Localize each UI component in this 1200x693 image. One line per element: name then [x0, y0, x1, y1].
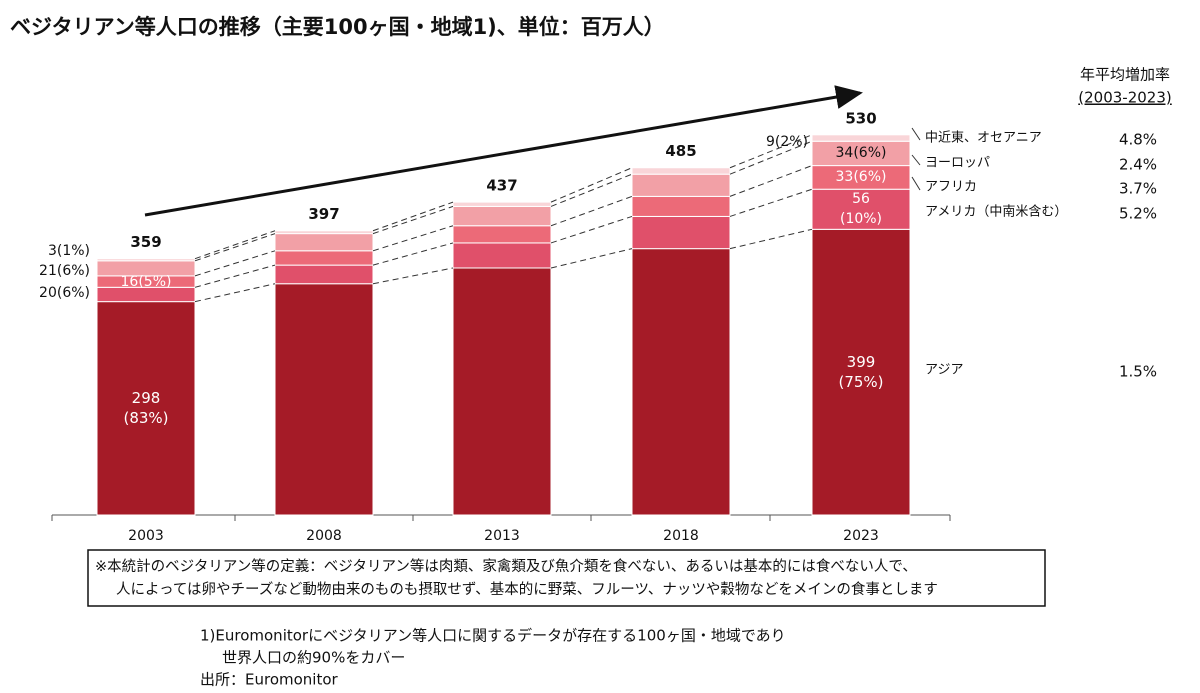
bar-segment [811, 228, 911, 516]
bar-segment [274, 233, 374, 252]
connector [372, 201, 454, 232]
connector [372, 205, 454, 235]
connector [550, 167, 633, 203]
bar-segment [452, 201, 552, 207]
x-tick-label: 2023 [843, 528, 879, 544]
bar-segment [452, 242, 552, 269]
growth-header: 年平均増加率 [1080, 66, 1170, 84]
bar-segment [811, 134, 911, 142]
bar-segment [274, 264, 374, 285]
legend-tick [911, 127, 921, 141]
bar-segment [631, 173, 731, 197]
value-label: 3(1%) [47, 243, 90, 259]
bar-segment [811, 188, 911, 230]
value-label: 33(6%) [835, 169, 887, 186]
connector [372, 267, 454, 285]
total-label: 530 [845, 109, 876, 127]
definition-box [87, 549, 1046, 607]
note: 1)Euromonitorにベジタリアン等人口に関するデータが存在する100ヶ国… [200, 627, 786, 645]
legend-label: アメリカ（中南米含む） [925, 204, 1067, 220]
value-label: 34(6%) [835, 145, 887, 162]
growth-header: (2003-2023) [1078, 89, 1171, 107]
chart-title: ベジタリアン等人口の推移（主要100ヶ国・地域1)、単位：百万人） [10, 15, 665, 39]
growth-rate: 1.5% [1119, 363, 1157, 381]
connector [729, 188, 813, 217]
legend-tick [911, 154, 921, 166]
total-label: 397 [308, 205, 339, 223]
connector [550, 248, 633, 269]
connector [550, 173, 633, 207]
x-tick-label: 2018 [663, 528, 699, 544]
legend-tick [911, 176, 921, 191]
bar-segment [96, 258, 196, 262]
value-label: 20(6%) [39, 285, 90, 301]
bar-segment [274, 250, 374, 266]
growth-rate: 3.7% [1119, 180, 1157, 198]
x-tick-label: 2008 [306, 528, 342, 544]
bar-segment [452, 225, 552, 244]
total-label: 437 [486, 177, 517, 195]
bar-segment [96, 301, 196, 516]
growth-rate: 2.4% [1119, 156, 1157, 174]
bar-segment [811, 140, 911, 167]
connector [194, 264, 276, 288]
value-label: 9(2%) [765, 134, 808, 150]
connector [194, 230, 276, 260]
growth-rate: 5.2% [1119, 205, 1157, 223]
connector [372, 225, 454, 252]
bar-segment [631, 248, 731, 516]
connector [729, 228, 813, 250]
definition-text: ※本統計のベジタリアン等の定義：ベジタリアン等は肉類、家禽類及び魚介類を食べない… [95, 557, 917, 575]
connector [550, 215, 633, 244]
connector [194, 283, 276, 303]
connector [194, 233, 276, 262]
bar-segment [274, 230, 374, 235]
bar-segment [631, 167, 731, 175]
connector [372, 242, 454, 266]
connector [729, 140, 813, 175]
connector [550, 195, 633, 227]
x-tick-label: 2013 [484, 528, 520, 544]
value-label: 298 (83%) [123, 389, 169, 428]
legend-label: アジア [925, 363, 963, 378]
total-label: 485 [665, 142, 696, 160]
value-label: 16(5%) [120, 273, 172, 290]
connector [729, 165, 813, 197]
connector [729, 134, 813, 169]
value-label: 56 (10%) [839, 191, 883, 228]
note: 出所：Euromonitor [200, 671, 339, 689]
legend-label: ヨーロッパ [925, 156, 990, 171]
bar-segment [452, 267, 552, 516]
bar-segment [274, 283, 374, 516]
bar-segment [452, 205, 552, 227]
connector [194, 250, 276, 277]
growth-rate: 4.8% [1119, 131, 1157, 149]
x-tick-label: 2003 [128, 528, 164, 544]
legend-label: アフリカ [925, 180, 977, 195]
value-label: 399 (75%) [838, 353, 884, 392]
value-label: 21(6%) [39, 263, 90, 279]
note: 世界人口の約90%をカバー [222, 649, 405, 667]
bar-segment [631, 215, 731, 250]
bar-segment [631, 195, 731, 217]
trend-arrow [144, 85, 863, 217]
legend-label: 中近東、オセアニア [925, 130, 1042, 146]
definition-text: 人によっては卵やチーズなど動物由来のものも摂取せず、基本的に野菜、フルーツ、ナッ… [116, 581, 938, 598]
total-label: 359 [130, 233, 161, 251]
